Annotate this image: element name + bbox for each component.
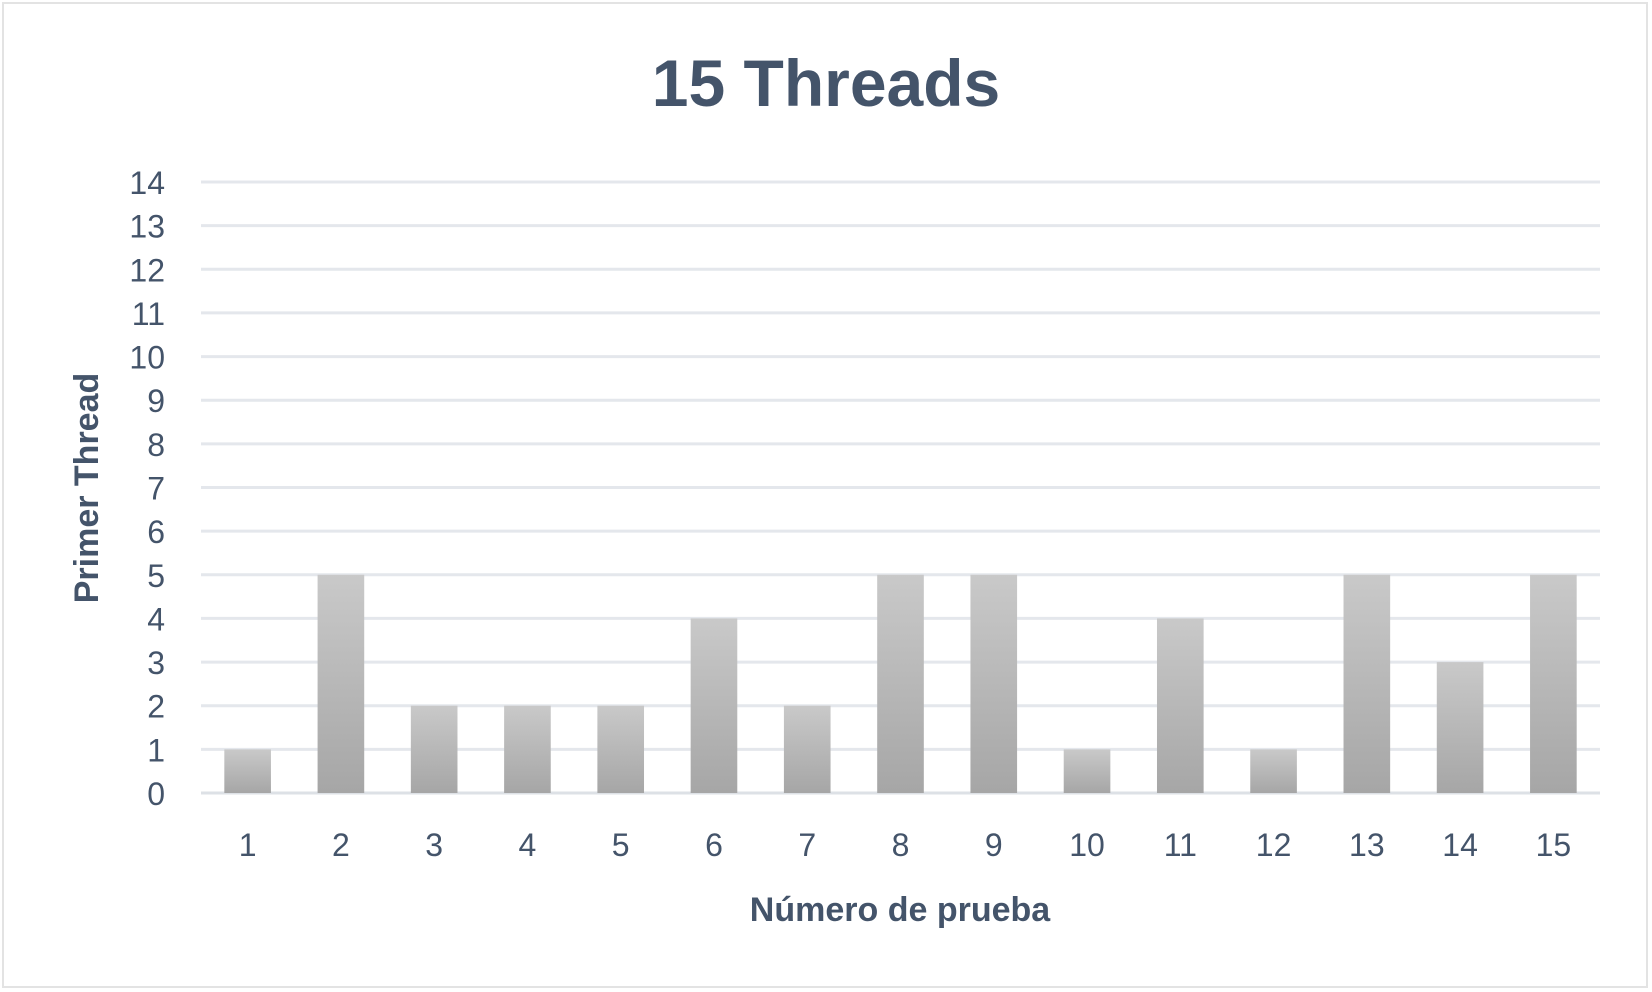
y-tick-label: 10 xyxy=(129,340,165,376)
bar xyxy=(970,574,1018,793)
x-tick-label: 7 xyxy=(798,827,816,863)
x-tick-label: 6 xyxy=(705,827,723,863)
y-tick-label: 4 xyxy=(147,601,165,637)
bar xyxy=(1343,574,1391,793)
bar xyxy=(317,574,365,793)
x-tick-label: 10 xyxy=(1069,827,1105,863)
bar xyxy=(410,705,458,793)
y-tick-label: 2 xyxy=(147,689,165,725)
x-tick-label: 5 xyxy=(612,827,630,863)
y-axis-title: Primer Thread xyxy=(68,373,106,604)
bar xyxy=(597,705,645,793)
y-tick-label: 5 xyxy=(147,558,165,594)
chart-title: 15 Threads xyxy=(652,46,1001,120)
bar xyxy=(1250,749,1297,793)
x-axis-ticks: 1 2 3 4 5 6 7 8 9 10 11 12 13 14 15 xyxy=(239,827,1571,863)
y-tick-label: 8 xyxy=(147,427,165,463)
bars xyxy=(224,574,1577,793)
x-tick-label: 15 xyxy=(1536,827,1572,863)
bar xyxy=(1530,574,1577,793)
y-tick-label: 12 xyxy=(129,252,165,288)
y-tick-label: 7 xyxy=(147,471,165,507)
bar xyxy=(690,618,738,793)
bar xyxy=(504,705,551,793)
y-tick-label: 3 xyxy=(147,645,165,681)
y-tick-label: 11 xyxy=(132,296,165,332)
x-tick-label: 14 xyxy=(1442,827,1478,863)
bar xyxy=(1063,749,1111,793)
bar xyxy=(224,749,271,793)
x-tick-label: 9 xyxy=(985,827,1003,863)
x-tick-label: 4 xyxy=(519,827,537,863)
x-axis-title: Número de prueba xyxy=(750,891,1051,929)
bar xyxy=(1156,618,1204,793)
y-tick-label: 13 xyxy=(129,209,165,245)
x-tick-label: 8 xyxy=(892,827,910,863)
y-tick-label: 0 xyxy=(147,776,165,812)
x-tick-label: 1 xyxy=(239,827,257,863)
bar xyxy=(1436,662,1484,793)
y-tick-label: 6 xyxy=(147,514,165,550)
x-tick-label: 11 xyxy=(1164,827,1197,863)
x-tick-label: 13 xyxy=(1349,827,1385,863)
y-tick-label: 1 xyxy=(147,732,165,768)
y-tick-label: 9 xyxy=(147,383,165,419)
y-tick-label: 14 xyxy=(129,165,165,201)
bar xyxy=(783,705,831,793)
x-tick-label: 12 xyxy=(1256,827,1292,863)
x-tick-label: 3 xyxy=(425,827,443,863)
x-tick-label: 2 xyxy=(332,827,350,863)
bar xyxy=(877,574,924,793)
